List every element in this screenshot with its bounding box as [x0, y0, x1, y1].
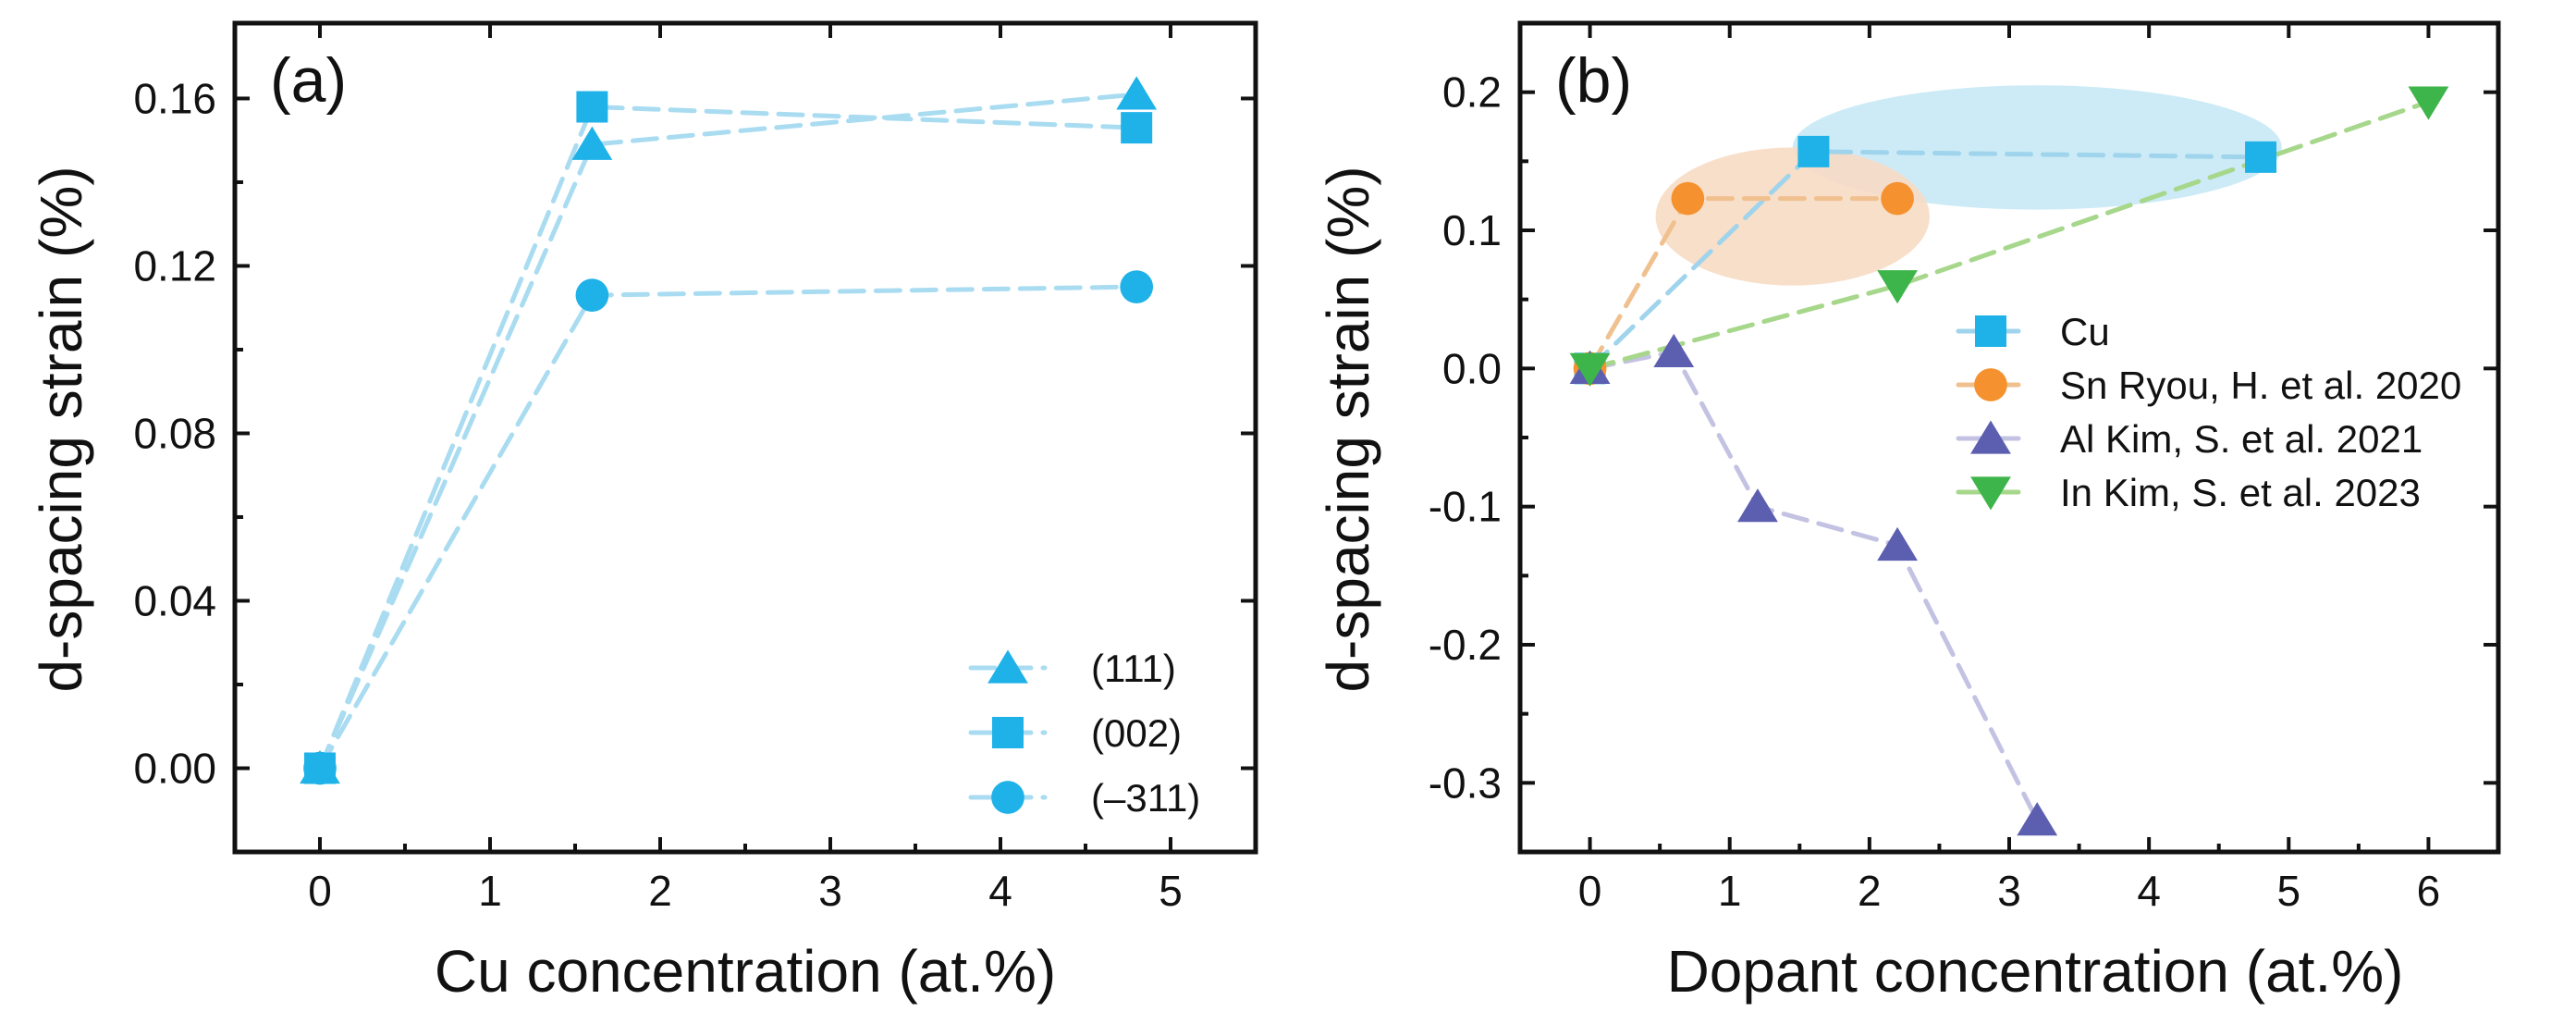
- panel-b-y-tick-label-4: 0.1: [1442, 206, 1502, 254]
- panel-a-chart: (a) Cu concentration (at.%) d-spacing st…: [28, 20, 1258, 1005]
- panel-a-y-tick-label-3: 0.12: [133, 241, 216, 290]
- panel-b-x-tick-label-2: 2: [1858, 867, 1882, 915]
- panel-b-point-3-1: [1877, 270, 1918, 304]
- panel-a-y-tick-label-1: 0.04: [133, 576, 216, 624]
- panel-a-series-line-0: [317, 92, 1139, 771]
- panel-b-y-tick-label-1: -0.2: [1429, 621, 1502, 669]
- panel-a-point-0-2: [1116, 76, 1158, 110]
- panel-a-legend: (111) (002) (–311): [968, 647, 1200, 820]
- panel-b-legend-marker-3: [1970, 476, 2011, 511]
- panel-b-point-2-1: [1653, 333, 1695, 368]
- panel-b-x-tick-label-1: 1: [1718, 867, 1742, 915]
- panel-b-point-0-1: [1797, 135, 1830, 167]
- panel-b-point-2-2: [1737, 488, 1778, 523]
- panel-b-x-tick-label-0: 0: [1578, 867, 1602, 915]
- panel-a-point-2-2: [1120, 270, 1154, 303]
- panel-a-point-1-2: [1121, 112, 1153, 144]
- panel-b-y-tick-label-3: 0.0: [1442, 344, 1502, 392]
- panel-a-series-line-1: [317, 104, 1139, 771]
- panel-b-point-3-2: [2408, 86, 2449, 120]
- panel-b-legend-label-2: Al Kim, S. et al. 2021: [2060, 417, 2423, 461]
- panel-b-series-line-2: [1588, 349, 2040, 823]
- panel-b-point-1-1: [1671, 181, 1705, 216]
- panel-b-legend-label-0: Cu: [2060, 310, 2110, 353]
- panel-b-x-tick-label-5: 5: [2276, 867, 2300, 915]
- panel-a-point-1-1: [576, 91, 608, 123]
- panel-a-x-axis-title: Cu concentration (at.%): [435, 938, 1056, 1005]
- panel-a-x-tick-label-0: 0: [308, 867, 332, 915]
- panel-b-y-tick-label-5: 0.2: [1442, 68, 1502, 117]
- panel-b-highlight-ellipse-0: [1792, 85, 2282, 210]
- panel-a-y-tick-label-2: 0.08: [133, 409, 216, 457]
- panel-a-x-tick-label-3: 3: [818, 867, 842, 915]
- panel-a-legend-label-1: (002): [1091, 711, 1182, 755]
- panel-b-y-axis-title: d-spacing strain (%): [1315, 166, 1381, 692]
- panel-a-x-tick-label-4: 4: [988, 867, 1012, 915]
- panel-b-x-axis-title: Dopant concentration (at.%): [1667, 938, 2404, 1005]
- panel-b-legend-label-3: In Kim, S. et al. 2023: [2060, 471, 2421, 514]
- panel-a-legend-marker-2: [991, 781, 1024, 814]
- panel-b-x-tick-label-6: 6: [2417, 867, 2441, 915]
- panel-a-series-line-2: [317, 284, 1139, 771]
- panel-a-point-0-1: [571, 126, 613, 160]
- panel-a-legend-marker-1: [992, 717, 1024, 748]
- panel-b-x-tick-label-4: 4: [2137, 867, 2161, 915]
- panel-a-y-axis-title: d-spacing strain (%): [28, 166, 94, 692]
- panel-b-point-0-2: [2245, 141, 2277, 173]
- panel-b-point-1-2: [1881, 181, 1914, 216]
- panel-a-point-2-1: [575, 278, 609, 312]
- panel-b-chart: (b) Dopant concentration (at.%) d-spacin…: [1315, 20, 2501, 1005]
- panel-b-point-2-3: [1877, 526, 1918, 561]
- panel-b-point-2-4: [2017, 802, 2058, 836]
- panel-a-legend-label-2: (–311): [1091, 776, 1200, 820]
- panel-a-x-tick-label-5: 5: [1159, 867, 1183, 915]
- panel-a-x-tick-label-2: 2: [648, 867, 672, 915]
- panel-b-y-tick-label-2: -0.1: [1429, 483, 1502, 531]
- panel-b-label: (b): [1555, 45, 1632, 116]
- panel-b-point-3-0: [1569, 352, 1611, 387]
- panel-a-legend-marker-0: [987, 649, 1028, 684]
- panel-b-legend-marker-0: [1975, 315, 2006, 347]
- panel-b-legend-marker-1: [1974, 368, 2007, 401]
- panel-a-legend-label-0: (111): [1091, 647, 1176, 690]
- panel-a-y-tick-label-4: 0.16: [133, 74, 216, 122]
- panel-b-highlight-ellipse-1: [1655, 147, 1930, 286]
- panel-a-point-2-0: [303, 751, 337, 785]
- panel-a-y-tick-label-0: 0.00: [133, 744, 216, 792]
- panel-b-x-tick-label-3: 3: [1997, 867, 2021, 915]
- panel-b-legend-label-1: Sn Ryou, H. et al. 2020: [2060, 364, 2461, 407]
- panel-b-legend-marker-2: [1970, 420, 2011, 454]
- panel-a-label: (a): [270, 45, 347, 116]
- panel-a-x-tick-label-1: 1: [478, 867, 502, 915]
- panel-b-legend: Cu Sn Ryou, H. et al. 2020 Al Kim, S. et a…: [1956, 310, 2461, 514]
- panel-b-y-tick-label-0: -0.3: [1429, 759, 1502, 807]
